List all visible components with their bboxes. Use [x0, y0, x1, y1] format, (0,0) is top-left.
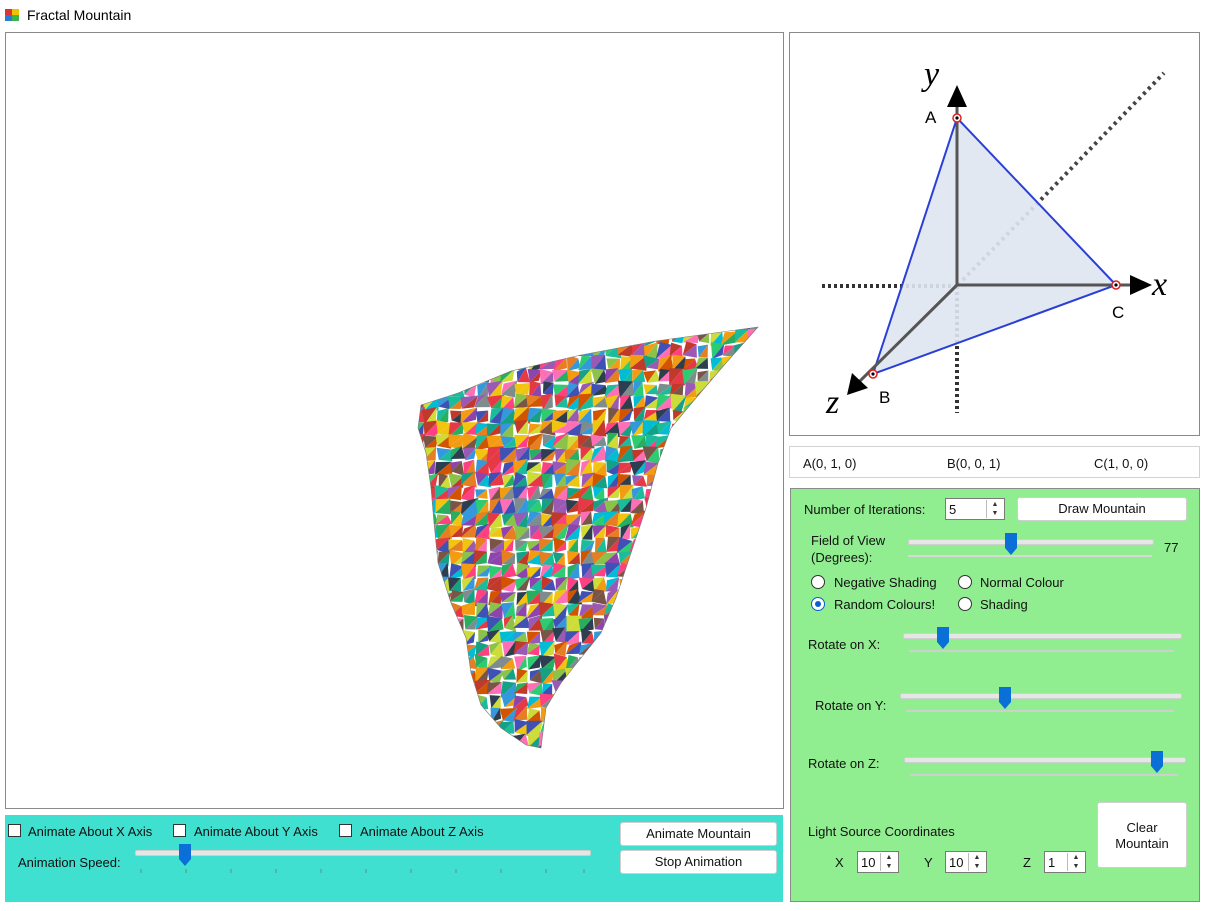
clear-mountain-button[interactable]: Clear Mountain [1097, 802, 1187, 868]
iterations-label: Number of Iterations: [804, 502, 926, 517]
axis-z-label: z [825, 384, 839, 421]
light-source-label: Light Source Coordinates [808, 824, 955, 839]
light-z-spinner[interactable]: 1 ▲ ▼ [1044, 851, 1086, 873]
light-y-value[interactable]: 10 [949, 855, 964, 870]
spin-down-icon[interactable]: ▼ [991, 510, 999, 517]
title-bar: Fractal Mountain [0, 0, 1205, 30]
controls-panel: Number of Iterations: 5 ▲ ▼ Draw Mountain… [790, 488, 1200, 902]
axes-diagram-panel: y x z A C B [789, 32, 1200, 436]
rotate-x-slider[interactable] [903, 627, 1182, 655]
radio-normal-colour[interactable] [958, 575, 972, 589]
shading-label[interactable]: Shading [980, 597, 1028, 612]
radio-negative-shading[interactable] [811, 575, 825, 589]
radio-shading[interactable] [958, 597, 972, 611]
animation-speed-slider[interactable] [135, 843, 591, 877]
light-x-value[interactable]: 10 [861, 855, 876, 870]
animate-y-label[interactable]: Animate About Y Axis [194, 824, 318, 839]
negative-shading-label[interactable]: Negative Shading [834, 575, 937, 590]
app-icon [5, 9, 19, 21]
fov-slider-thumb[interactable] [1005, 533, 1018, 555]
axis-x-label: x [1151, 266, 1167, 303]
speed-slider-ticks [140, 869, 585, 873]
animation-panel: Animate About X Axis Animate About Y Axi… [5, 815, 783, 902]
coord-a: A(0, 1, 0) [803, 456, 857, 471]
axis-y-label: y [921, 56, 940, 93]
animate-z-checkbox[interactable] [339, 824, 352, 837]
rotate-y-slider[interactable] [900, 687, 1182, 715]
iterations-value[interactable]: 5 [949, 502, 957, 517]
light-y-spinner[interactable]: 10 ▲ ▼ [945, 851, 987, 873]
spin-up-icon[interactable]: ▲ [991, 501, 999, 508]
light-z-value[interactable]: 1 [1048, 855, 1056, 870]
clear-button-line1[interactable]: Clear [1126, 820, 1158, 835]
clear-button-line2[interactable]: Mountain [1115, 836, 1169, 851]
coord-c: C(1, 0, 0) [1094, 456, 1149, 471]
spin-up-icon[interactable]: ▲ [1072, 854, 1080, 861]
spin-up-icon[interactable]: ▲ [973, 854, 981, 861]
z-arrow-icon [847, 373, 868, 395]
spin-up-icon[interactable]: ▲ [885, 854, 893, 861]
spin-down-icon[interactable]: ▼ [973, 863, 981, 870]
animate-mountain-button[interactable]: Animate Mountain [620, 822, 777, 846]
animation-speed-label: Animation Speed: [18, 855, 121, 870]
animate-y-checkbox[interactable] [173, 824, 186, 837]
animate-x-label[interactable]: Animate About X Axis [28, 824, 153, 839]
coord-b: B(0, 0, 1) [947, 456, 1001, 471]
point-c-label: C [1112, 303, 1124, 322]
speed-slider-thumb[interactable] [179, 844, 192, 866]
fov-label-line1: Field of View [811, 533, 886, 548]
fov-label-line2: (Degrees): [811, 550, 873, 565]
window-title: Fractal Mountain [27, 7, 132, 23]
radio-random-colours[interactable] [811, 597, 825, 611]
x-arrow-icon [1130, 275, 1152, 295]
mountain-canvas[interactable] [5, 32, 784, 809]
normal-colour-label[interactable]: Normal Colour [980, 575, 1064, 590]
rotate-x-slider-thumb[interactable] [937, 627, 950, 649]
animate-x-checkbox[interactable] [8, 824, 21, 837]
fractal-mountain-render [417, 326, 759, 749]
light-y-label: Y [924, 855, 933, 870]
rotate-z-slider-thumb[interactable] [1150, 751, 1163, 773]
stop-animation-button[interactable]: Stop Animation [620, 850, 777, 874]
draw-mountain-button[interactable]: Draw Mountain [1017, 497, 1187, 521]
random-colours-label[interactable]: Random Colours! [834, 597, 936, 612]
iterations-spinner[interactable]: 5 ▲ ▼ [945, 498, 1005, 520]
animate-z-label[interactable]: Animate About Z Axis [360, 824, 484, 839]
point-b-label: B [879, 388, 890, 407]
light-x-spinner[interactable]: 10 ▲ ▼ [857, 851, 899, 873]
fov-slider[interactable] [908, 533, 1154, 559]
spin-down-icon[interactable]: ▼ [885, 863, 893, 870]
axes-diagram: y x z A C B [822, 56, 1167, 421]
rotate-y-slider-thumb[interactable] [999, 687, 1012, 709]
rotate-z-label: Rotate on Z: [808, 756, 880, 771]
light-x-label: X [835, 855, 844, 870]
rotate-z-slider[interactable] [904, 751, 1186, 779]
light-z-label: Z [1023, 855, 1031, 870]
point-a-label: A [925, 108, 937, 127]
rotate-y-label: Rotate on Y: [815, 698, 887, 713]
mountain-mesh [418, 327, 758, 748]
coordinates-box: A(0, 1, 0) B(0, 0, 1) C(1, 0, 0) [789, 446, 1200, 478]
y-arrow-icon [947, 85, 967, 107]
spin-down-icon[interactable]: ▼ [1072, 863, 1080, 870]
rotate-x-label: Rotate on X: [808, 637, 881, 652]
fov-value: 77 [1164, 540, 1179, 555]
